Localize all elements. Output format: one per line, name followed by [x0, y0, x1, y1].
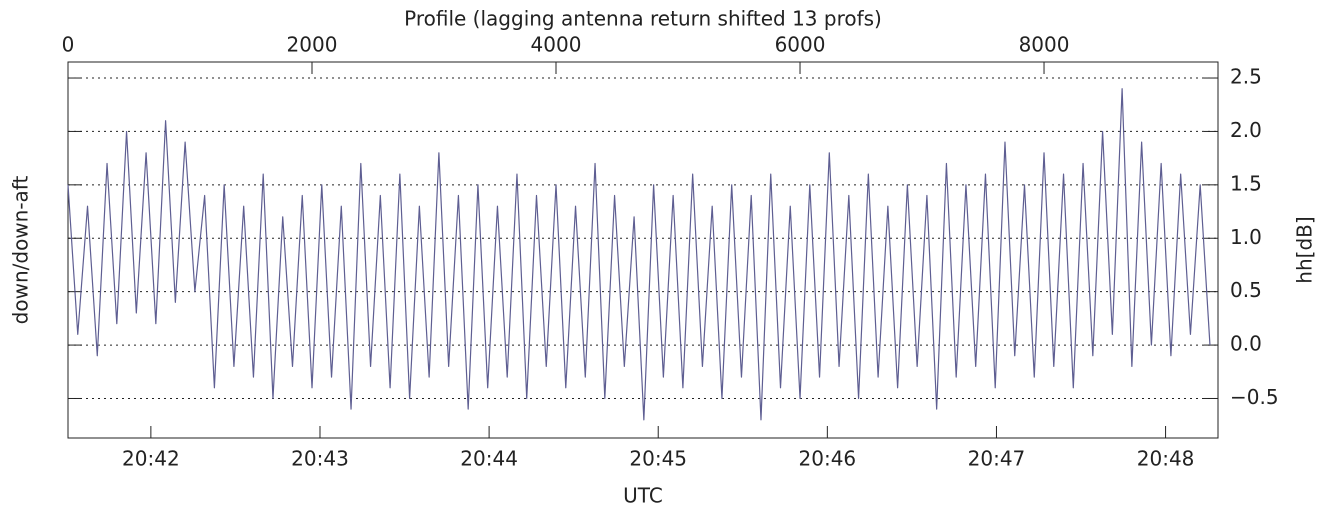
y2-tick-label: 0.0	[1230, 332, 1262, 356]
x-tick-label: 20:43	[291, 447, 349, 471]
data-line	[67, 88, 1211, 421]
x-tick-label: 20:44	[460, 447, 518, 471]
y2-tick-label: 2.5	[1230, 65, 1262, 89]
top-tick-label: 4000	[531, 33, 582, 57]
y2-tick-label: 1.5	[1230, 171, 1262, 195]
x-tick-label: 20:45	[629, 447, 687, 471]
top-tick-label: 2000	[287, 33, 338, 57]
x-axis-title: UTC	[623, 484, 663, 508]
y2-tick-label: −0.5	[1230, 385, 1279, 409]
top-tick-label: 0	[62, 33, 75, 57]
x-tick-label: 20:42	[122, 447, 180, 471]
y2-tick-label: 1.0	[1230, 225, 1262, 249]
x-tick-label: 20:48	[1137, 447, 1195, 471]
plot-frame	[67, 61, 1219, 439]
y2-tick-label: 0.5	[1230, 278, 1262, 302]
y2-axis-title: hh[dB]	[1293, 216, 1317, 283]
y-axis-title: down/down-aft	[9, 176, 33, 325]
top-axis-title: Profile (lagging antenna return shifted …	[404, 7, 882, 31]
x-tick-label: 20:46	[799, 447, 857, 471]
y2-tick-label: 2.0	[1230, 118, 1262, 142]
x-tick-label: 20:47	[968, 447, 1026, 471]
top-tick-label: 8000	[1019, 33, 1070, 57]
top-tick-label: 6000	[775, 33, 826, 57]
